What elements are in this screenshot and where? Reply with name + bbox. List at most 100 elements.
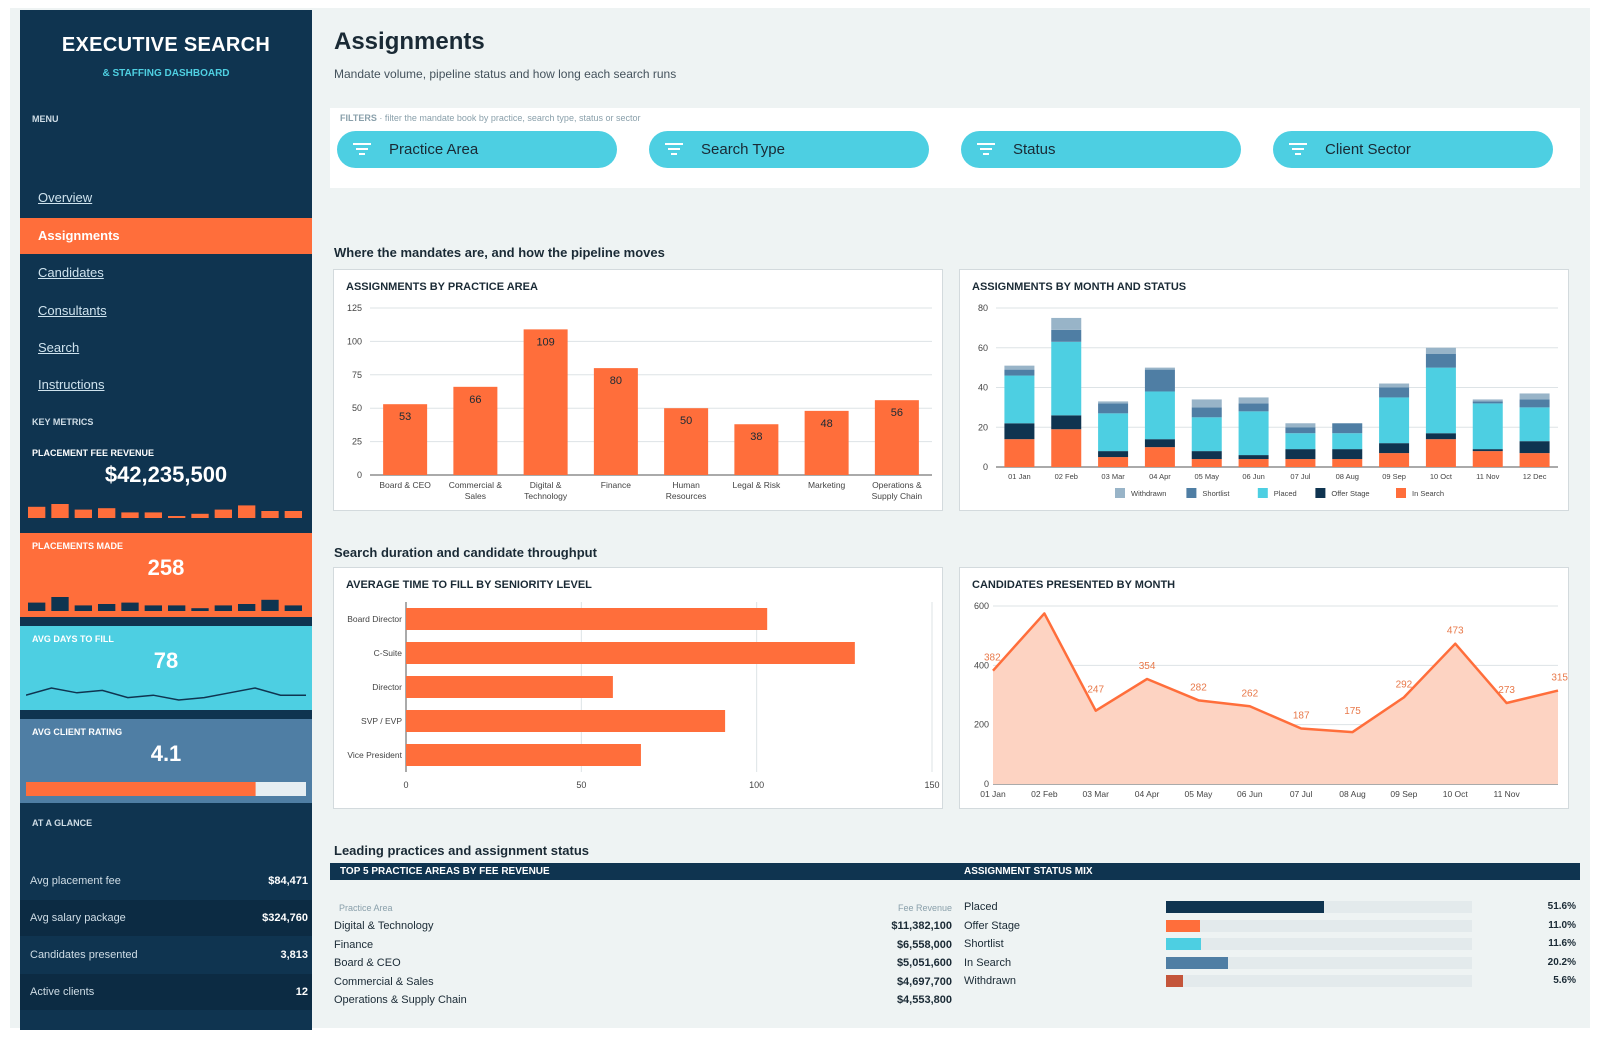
glance-row: Avg placement fee $84,471 [20,863,312,899]
kpi-sparkline [28,504,302,518]
stack-segment-withdrawn[interactable] [1519,393,1550,400]
stack-segment-in-search[interactable] [1425,439,1456,467]
practice-area-chart: 0 25 50 75 100 125 53 Board & CEO 66 Commercial &… [347,303,932,501]
time-to-fill-bar[interactable] [406,642,855,664]
stack-segment-shortlist[interactable] [1144,369,1175,392]
time-to-fill-bar[interactable] [406,744,641,766]
practice-bar[interactable] [523,329,568,475]
stack-segment-in-search[interactable] [1332,459,1363,467]
stack-segment-withdrawn[interactable] [1098,401,1129,404]
sidebar-item-instructions[interactable]: Instructions [38,377,105,392]
stack-segment-in-search[interactable] [1144,447,1175,467]
stack-segment-placed[interactable] [1472,403,1503,450]
status-bar-track [1166,975,1472,987]
stack-segment-withdrawn[interactable] [1425,347,1456,354]
stack-segment-shortlist[interactable] [1098,403,1129,414]
kpi-sparkline [26,687,306,701]
area-point-label: 247 [1087,685,1104,696]
stack-segment-offer-stage[interactable] [1191,451,1222,460]
stack-segment-offer-stage[interactable] [1098,451,1129,458]
status-bar-fill [1166,919,1200,932]
stack-segment-shortlist[interactable] [1051,329,1082,342]
kpi-spark-bar [144,605,162,611]
stack-segment-shortlist[interactable] [1379,387,1410,398]
area-line[interactable] [992,612,1559,734]
stack-segment-offer-stage[interactable] [1379,443,1410,454]
stack-segment-offer-stage[interactable] [1472,449,1503,452]
practice-bar[interactable] [664,408,709,475]
practice-bar-label: 48 [821,418,833,430]
time-to-fill-bar[interactable] [406,710,726,732]
stack-segment-in-search[interactable] [1191,459,1222,467]
stack-segment-placed[interactable] [1425,367,1456,434]
sidebar-item-consultants[interactable]: Consultants [38,303,107,318]
stack-segment-shortlist[interactable] [1238,403,1269,412]
sidebar-item-search[interactable]: Search [38,340,80,355]
stack-segment-placed[interactable] [1285,433,1316,450]
stack-segment-offer-stage[interactable] [1425,433,1456,440]
stack-segment-withdrawn[interactable] [1238,397,1269,404]
stack-segment-offer-stage[interactable] [1285,449,1316,460]
stack-segment-in-search[interactable] [1472,451,1503,467]
monthly-status-chart-title: ASSIGNMENTS BY MONTH AND STATUS [972,281,1187,293]
sidebar-item-candidates[interactable]: Candidates [38,265,104,280]
stack-segment-placed[interactable] [1332,433,1363,450]
status-pct: 20.2% [1547,956,1576,968]
practice-bar[interactable] [804,410,849,475]
practice-bar[interactable] [453,386,498,475]
practice-bar[interactable] [874,400,919,475]
stack-segment-shortlist[interactable] [1519,399,1550,408]
stack-segment-withdrawn[interactable] [1051,317,1082,330]
time-to-fill-bar[interactable] [406,608,768,630]
stack-segment-withdrawn[interactable] [1004,365,1035,370]
stack-segment-withdrawn[interactable] [1472,399,1503,402]
stack-segment-shortlist[interactable] [1285,427,1316,434]
stack-segment-placed[interactable] [1379,397,1410,444]
practice-bar[interactable] [593,368,638,475]
status-row-placed: Placed 51.6% [964,898,1578,916]
stack-segment-placed[interactable] [1051,341,1082,416]
stack-segment-placed[interactable] [1144,391,1175,440]
stack-segment-in-search[interactable] [1379,453,1410,467]
stack-segment-placed[interactable] [1519,407,1550,442]
stack-segment-shortlist[interactable] [1332,423,1363,434]
filter-client-sector[interactable]: Client Sector [1273,131,1553,168]
stack-segment-withdrawn[interactable] [1191,399,1222,408]
stack-segment-placed[interactable] [1191,417,1222,452]
filter-practice-area[interactable]: Practice Area [337,131,617,168]
stack-segment-placed[interactable] [1004,375,1035,424]
stack-segment-offer-stage[interactable] [1332,449,1363,460]
stack-segment-offer-stage[interactable] [1519,441,1550,454]
stack-segment-in-search[interactable] [1004,439,1035,467]
stack-segment-offer-stage[interactable] [1238,455,1269,460]
stack-segment-placed[interactable] [1238,411,1269,456]
stack-segment-withdrawn[interactable] [1285,423,1316,428]
stack-segment-offer-stage[interactable] [1144,439,1175,448]
stack-segment-in-search[interactable] [1238,459,1269,467]
stack-segment-in-search[interactable] [1519,453,1550,467]
stack-segment-withdrawn[interactable] [1144,367,1175,370]
stack-segment-offer-stage[interactable] [1051,415,1082,430]
sidebar-item-assignments[interactable]: Assignments [20,218,312,254]
practice-bar[interactable] [383,404,428,475]
practice-bar[interactable] [734,424,779,475]
stack-segment-shortlist[interactable] [1191,407,1222,418]
stack-segment-offer-stage[interactable] [1004,423,1035,440]
filter-status[interactable]: Status [961,131,1241,168]
stack-segment-in-search[interactable] [1098,457,1129,467]
practice-bar-label: 80 [610,375,622,387]
stack-segment-withdrawn[interactable] [1379,383,1410,388]
practice-fee: $4,697,700 [896,975,952,988]
y-tick-label: C-Suite [374,648,403,658]
stack-segment-in-search[interactable] [1051,429,1082,467]
filter-search-type[interactable]: Search Type [649,131,929,168]
x-tick-label: Legal & Risk [733,480,781,490]
time-to-fill-bar[interactable] [406,676,613,698]
stack-segment-shortlist[interactable] [1425,353,1456,368]
x-tick-label: Finance [601,480,632,490]
stack-segment-shortlist[interactable] [1004,369,1035,376]
sidebar-item-overview[interactable]: Overview [38,190,93,205]
stack-segment-placed[interactable] [1098,413,1129,452]
stack-segment-in-search[interactable] [1285,459,1316,467]
stack-segment-shortlist[interactable] [1472,401,1503,404]
